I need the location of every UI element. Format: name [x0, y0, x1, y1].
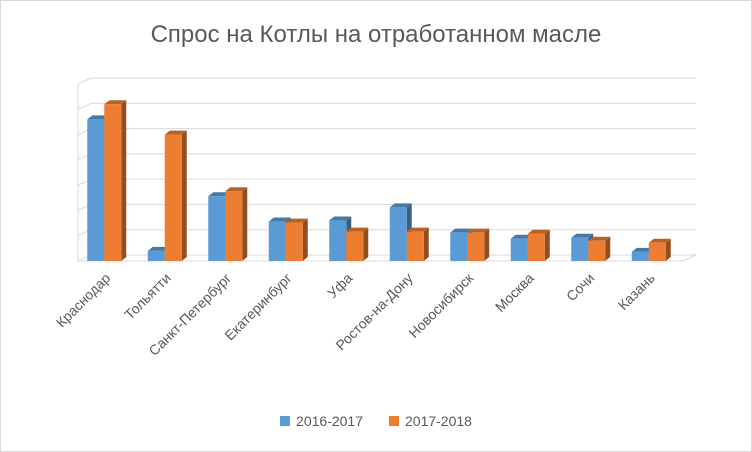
bar-2-3 [225, 191, 243, 261]
bar-2-2-top [164, 130, 187, 135]
bar-1-3 [208, 196, 226, 261]
bar-1-8-top [510, 234, 533, 239]
legend-swatch-series-2 [389, 416, 399, 426]
x-tick-label: Тольятти [121, 270, 174, 323]
x-tick-label: Краснодар [53, 270, 114, 331]
bar-1-9 [571, 237, 589, 261]
bar-2-9-top [588, 236, 611, 241]
legend-label-series-1: 2016-2017 [296, 413, 363, 429]
chart-legend: 2016-2017 2017-2018 [1, 413, 751, 429]
bar-1-5 [329, 220, 347, 261]
bar-1-4-top [268, 217, 291, 222]
bar-2-3-top [225, 187, 248, 192]
gridline-depth [77, 102, 92, 110]
bar-2-8 [527, 233, 545, 261]
bar-2-5 [346, 231, 364, 261]
bar-1-6-top [389, 203, 412, 208]
bar-1-2-top [147, 246, 170, 251]
bar-2-10-side [665, 238, 671, 261]
bar-2-7-top [467, 228, 490, 233]
legend-item-series-2: 2017-2018 [389, 413, 472, 429]
bar-2-4-side [302, 218, 308, 261]
bar-2-8-side [544, 229, 550, 261]
bar-2-5-side [363, 227, 369, 261]
x-tick-label: Сочи [563, 270, 597, 304]
bar-2-9 [588, 240, 606, 261]
bar-2-6-side [423, 227, 429, 261]
bar-1-6 [389, 207, 407, 261]
bar-2-10 [648, 242, 666, 261]
bar-2-1-side [121, 100, 127, 261]
bar-1-3-top [208, 192, 231, 197]
x-tick-label: Уфа [324, 270, 355, 301]
bar-1-1 [87, 119, 105, 262]
bar-1-7 [450, 232, 468, 261]
bar-1-5-top [329, 216, 352, 221]
bar-2-7 [467, 232, 485, 261]
legend-swatch-series-1 [280, 416, 291, 426]
bar-2-4 [285, 222, 303, 261]
bar-2-10-top [648, 238, 671, 243]
bar-1-10 [631, 251, 649, 261]
gridline-depth [77, 77, 92, 85]
bar-2-7-side [484, 228, 490, 261]
bar-1-4 [268, 221, 286, 261]
bar-2-6 [406, 231, 424, 261]
legend-label-series-2: 2017-2018 [405, 413, 472, 429]
x-tick-label: Новосибирск [405, 269, 477, 341]
bar-2-2-side [181, 130, 187, 261]
bar-1-7-top [450, 228, 473, 233]
floor-edge [682, 254, 697, 262]
bar-1-1-top [87, 115, 110, 120]
bar-2-8-top [527, 229, 550, 234]
bar-2-1-top [104, 100, 127, 105]
x-tick-label: Казань [615, 270, 658, 313]
bar-1-2 [147, 250, 165, 261]
bar-2-2 [164, 134, 182, 261]
bar-2-6-top [406, 227, 429, 232]
x-tick-label: Москва [492, 270, 537, 315]
bar-2-9-side [605, 236, 611, 261]
legend-item-series-1: 2016-2017 [280, 413, 363, 429]
bar-1-10-top [631, 247, 654, 252]
bar-2-1 [104, 104, 122, 261]
chart-title: Спрос на Котлы на отработанном масле [150, 21, 602, 48]
bar-2-4-top [285, 218, 308, 223]
bar-1-8 [510, 238, 528, 261]
bar-2-3-side [242, 187, 248, 261]
bar-1-9-top [571, 233, 594, 238]
bar-2-5-top [346, 227, 369, 232]
